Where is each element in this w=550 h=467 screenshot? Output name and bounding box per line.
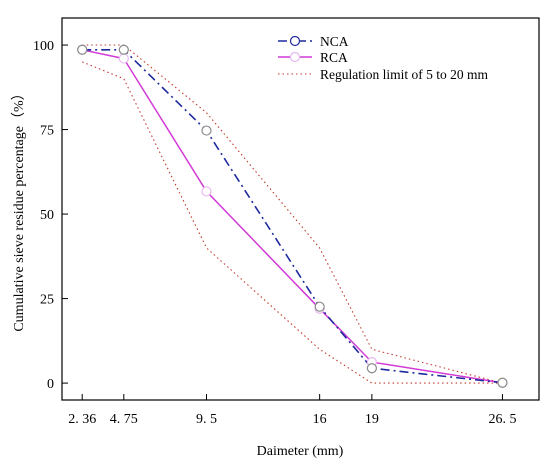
series-layer: [77, 44, 508, 388]
nca-point: [366, 363, 377, 374]
x-axis-ticks: 2. 36 4. 75 9. 5 16 19 26. 5: [68, 394, 516, 427]
nca-point: [497, 377, 508, 388]
nca-point: [118, 44, 129, 55]
x-tick-label: 26. 5: [488, 412, 516, 427]
y-tick-label: 100: [33, 39, 54, 54]
legend-label: RCA: [320, 50, 348, 65]
legend-label: Regulation limit of 5 to 20 mm: [320, 67, 488, 82]
nca-point: [77, 44, 88, 55]
legend-label: NCA: [320, 34, 349, 49]
plot-area-border: [61, 17, 540, 401]
x-tick-label: 9. 5: [196, 412, 217, 427]
plot-frame: [61, 17, 540, 401]
x-axis-title: Daimeter (mm): [257, 444, 344, 459]
regulation-upper-limit-line: [82, 44, 503, 384]
legend-item-nca: NCA: [278, 34, 349, 49]
x-tick-label: 16: [313, 412, 327, 427]
y-tick-label: 75: [40, 124, 54, 139]
rca-point: [118, 53, 129, 64]
rca-point: [201, 186, 212, 197]
y-tick-label: 25: [40, 293, 54, 308]
x-tick-label: 4. 75: [110, 412, 138, 427]
nca-point: [201, 125, 212, 136]
rca-series-line: [82, 49, 503, 384]
y-axis-title: Cumulative sieve residue percentage（%）: [11, 86, 27, 331]
x-tick-label: 19: [365, 412, 379, 427]
regulation-lower-limit-line: [81, 61, 503, 384]
y-axis-ticks: 0 25 50 75 100: [33, 39, 68, 392]
y-tick-label: 0: [47, 377, 54, 392]
y-tick-label: 50: [40, 208, 54, 223]
nca-point: [314, 301, 325, 312]
legend-marker: [289, 35, 301, 47]
legend-marker: [289, 51, 301, 63]
legend-item-regulation-limit: Regulation limit of 5 to 20 mm: [278, 67, 488, 82]
nca-series-line: [82, 48, 503, 384]
legend-item-rca: RCA: [278, 50, 348, 65]
x-tick-label: 2. 36: [68, 412, 96, 427]
